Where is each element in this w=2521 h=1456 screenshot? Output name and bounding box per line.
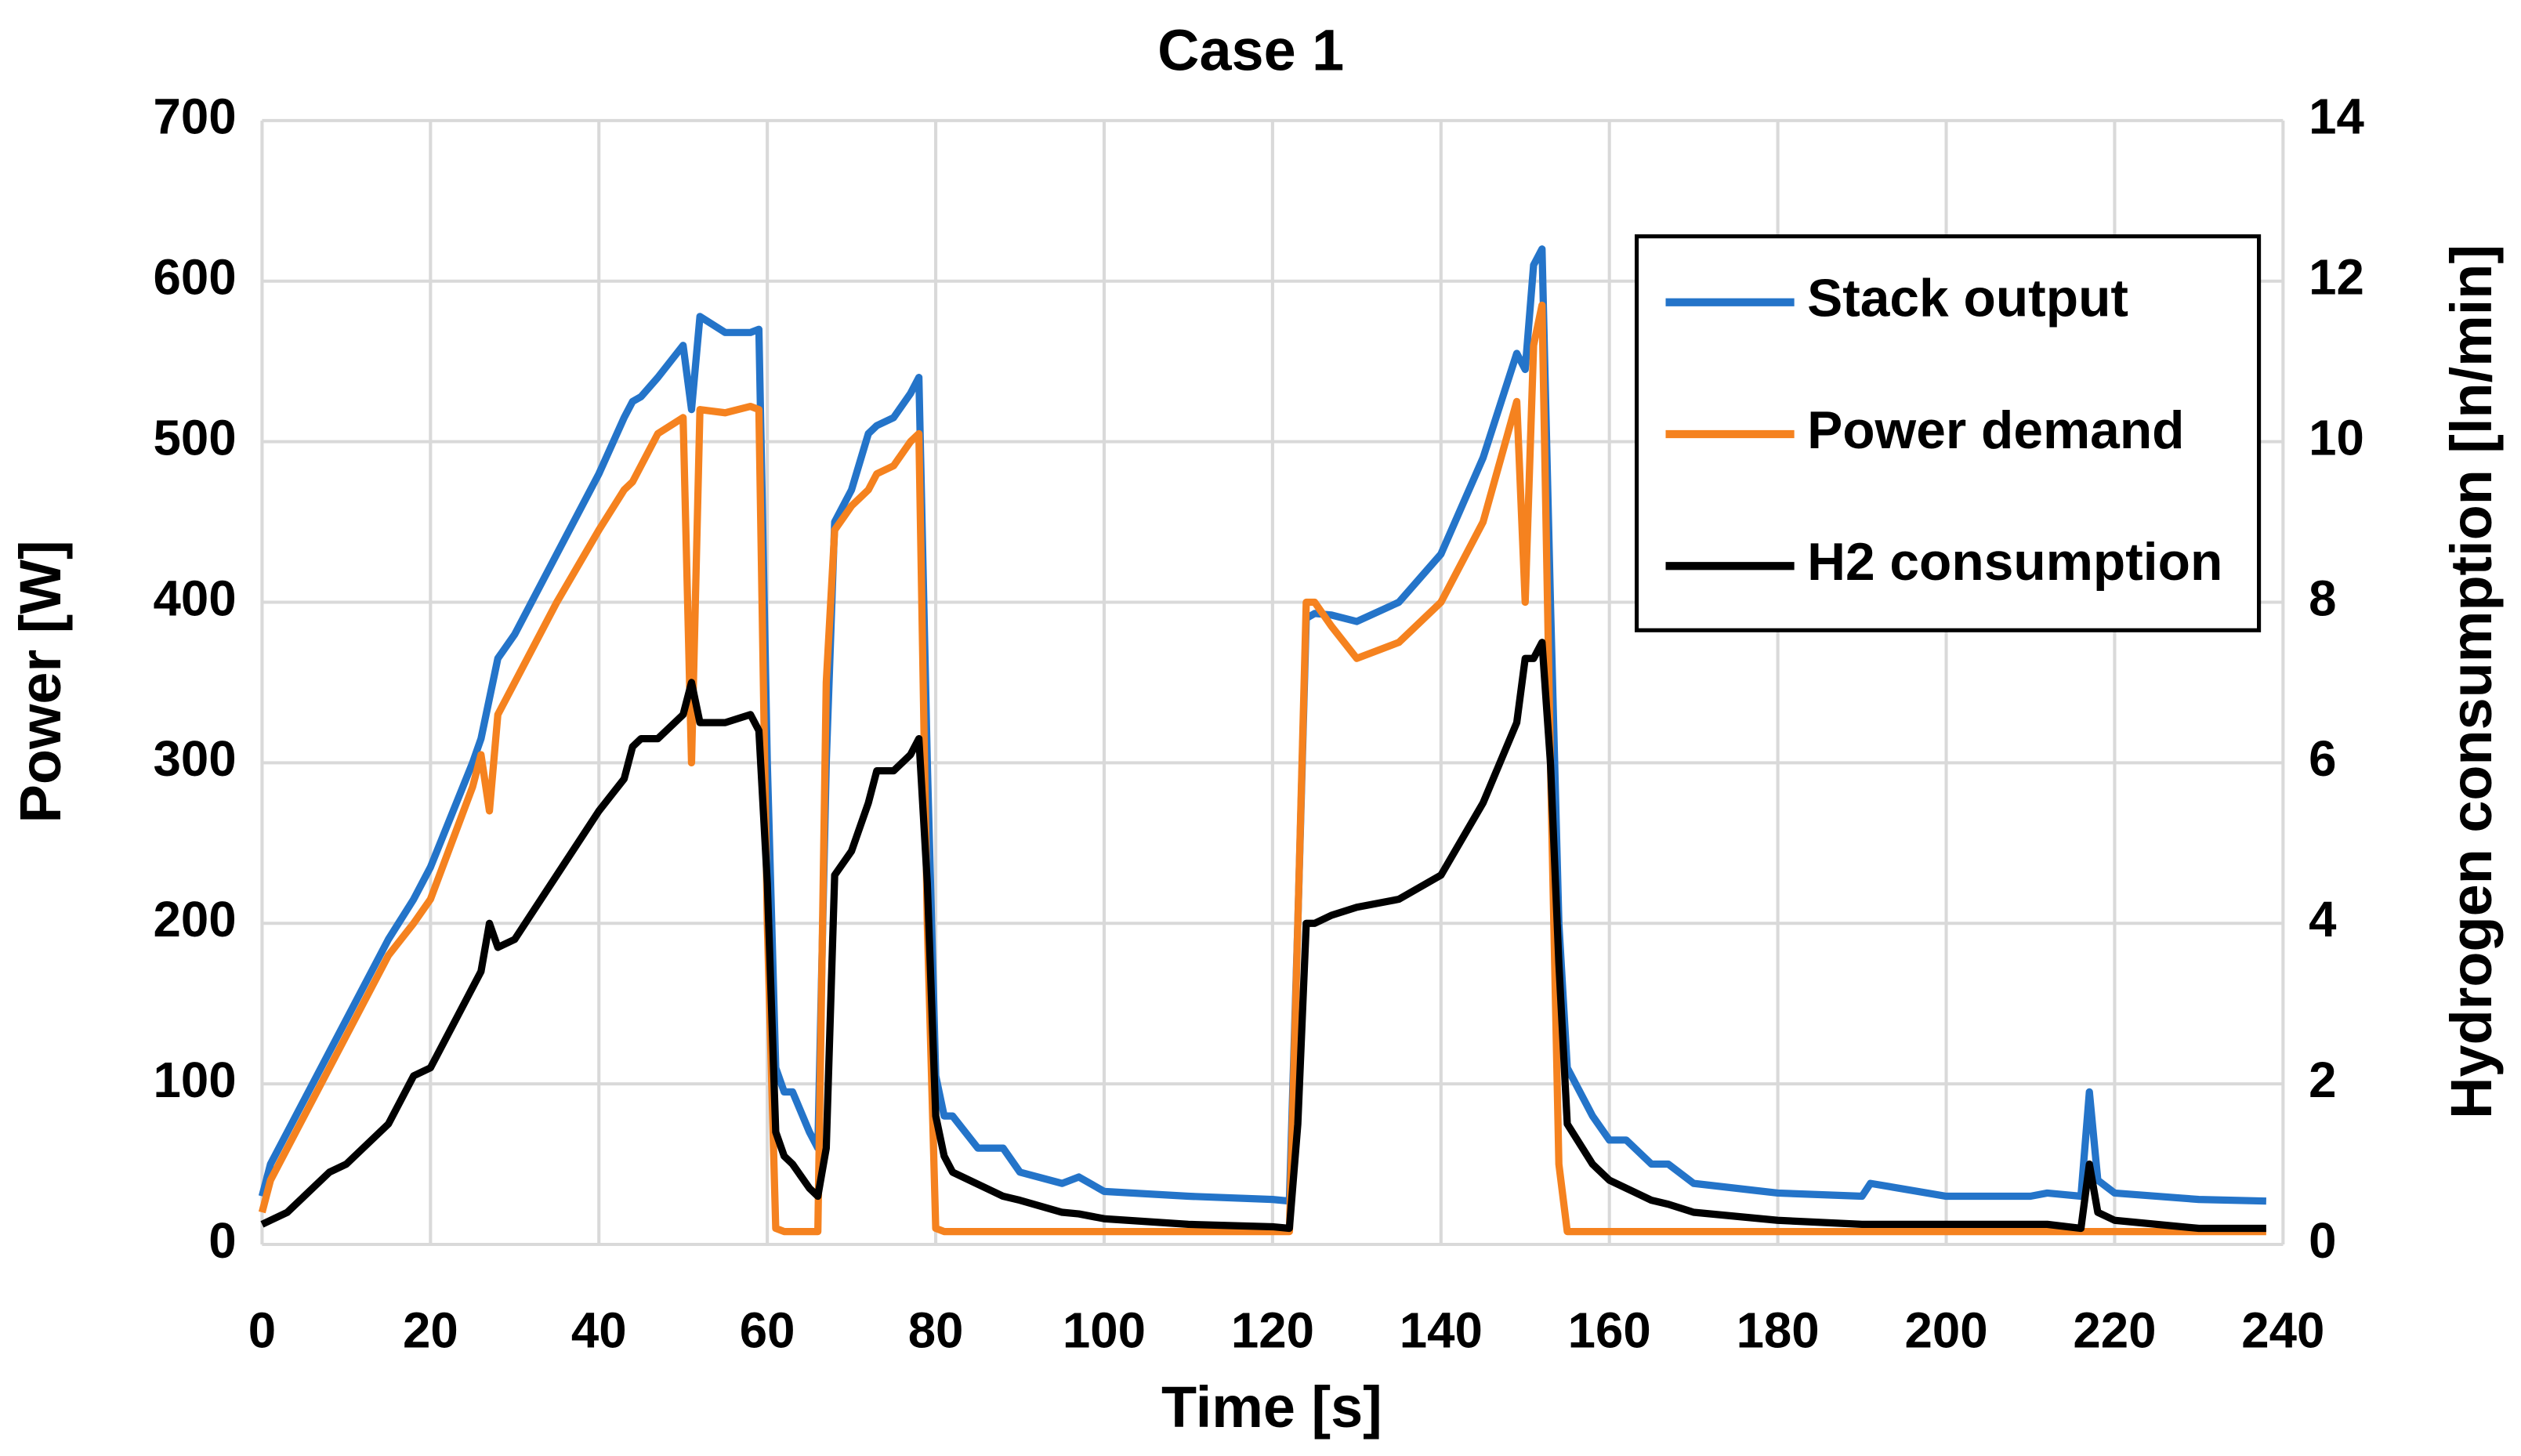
y-tick-label: 700 (153, 89, 236, 145)
y2-axis-title: Hydrogen consumption [ln/min] (2439, 244, 2504, 1119)
series-line (258, 301, 2266, 1236)
legend: Stack output Power demand H2 consumption (1635, 234, 2262, 632)
x-tick-label: 240 (2241, 1303, 2324, 1359)
x-tick-label: 120 (1231, 1303, 1314, 1359)
legend-label: Stack output (1807, 270, 2128, 328)
y-axis-title: Power [W] (8, 540, 73, 823)
x-tick-label: 0 (248, 1303, 276, 1359)
y2-tick-label: 8 (2309, 570, 2336, 626)
x-tick-label: 20 (403, 1303, 458, 1359)
x-tick-label: 200 (1904, 1303, 1987, 1359)
legend-label: H2 consumption (1807, 533, 2222, 592)
x-tick-label: 180 (1737, 1303, 1820, 1359)
x-tick-label: 80 (908, 1303, 964, 1359)
x-tick-label: 220 (2073, 1303, 2156, 1359)
x-axis-title: Time [s] (1161, 1375, 1382, 1440)
y-tick-label: 500 (153, 410, 236, 465)
x-tick-label: 60 (740, 1303, 795, 1359)
y-tick-label: 400 (153, 570, 236, 626)
y-tick-label: 0 (208, 1213, 236, 1269)
y2-tick-label: 0 (2309, 1213, 2336, 1269)
y2-tick-label: 4 (2309, 892, 2337, 947)
x-tick-label: 160 (1568, 1303, 1651, 1359)
chart-title: Case 1 (1157, 17, 1344, 82)
y2-tick-label: 6 (2309, 731, 2336, 787)
y-tick-label: 300 (153, 731, 236, 787)
x-tick-label: 40 (571, 1303, 627, 1359)
series-line (260, 639, 2266, 1233)
y-tick-label: 200 (153, 892, 236, 947)
y2-tick-label: 10 (2309, 410, 2364, 465)
y2-tick-label: 14 (2309, 89, 2364, 145)
y2-tick-label: 2 (2309, 1052, 2336, 1108)
x-tick-label: 100 (1063, 1303, 1146, 1359)
series-line (258, 245, 2266, 1205)
y-tick-label: 100 (153, 1052, 236, 1108)
legend-label: Power demand (1807, 401, 2184, 460)
x-tick-label: 140 (1400, 1303, 1483, 1359)
y2-tick-label: 12 (2309, 250, 2364, 306)
y-tick-label: 600 (153, 250, 236, 306)
